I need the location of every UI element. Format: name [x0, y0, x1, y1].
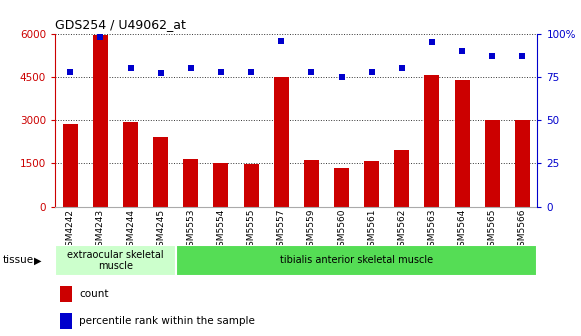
Point	[156, 71, 166, 76]
Text: GSM5564: GSM5564	[458, 209, 467, 252]
Bar	[274, 77, 289, 207]
Bar	[243, 164, 259, 207]
Text: percentile rank within the sample: percentile rank within the sample	[79, 316, 255, 326]
Bar	[55, 245, 176, 276]
Text: GSM5557: GSM5557	[277, 209, 286, 252]
Point	[518, 53, 527, 59]
Point	[367, 69, 376, 74]
Text: GSM4243: GSM4243	[96, 209, 105, 252]
Point	[427, 40, 436, 45]
Text: GSM5555: GSM5555	[246, 209, 256, 252]
Text: GSM5563: GSM5563	[428, 209, 436, 252]
Text: tibialis anterior skeletal muscle: tibialis anterior skeletal muscle	[280, 255, 433, 265]
Text: ▶: ▶	[34, 255, 41, 265]
Point	[457, 48, 467, 54]
Point	[246, 69, 256, 74]
Bar	[424, 75, 439, 207]
Point	[66, 69, 75, 74]
Bar	[183, 159, 198, 207]
Bar	[485, 120, 500, 207]
Text: GSM4245: GSM4245	[156, 209, 165, 252]
Point	[487, 53, 497, 59]
Point	[307, 69, 316, 74]
Bar	[176, 245, 537, 276]
Point	[186, 66, 195, 71]
Bar	[213, 163, 228, 207]
Bar	[123, 122, 138, 207]
Text: GSM5562: GSM5562	[397, 209, 406, 252]
Text: GSM5554: GSM5554	[217, 209, 225, 252]
Text: count: count	[79, 289, 109, 299]
Text: GSM5559: GSM5559	[307, 209, 316, 252]
Text: GDS254 / U49062_at: GDS254 / U49062_at	[55, 18, 186, 31]
Point	[277, 38, 286, 43]
Text: GSM4244: GSM4244	[126, 209, 135, 252]
Text: GSM5561: GSM5561	[367, 209, 376, 252]
Text: GSM5565: GSM5565	[487, 209, 497, 252]
Text: GSM5553: GSM5553	[187, 209, 195, 252]
Bar	[304, 160, 319, 207]
Bar	[60, 286, 72, 302]
Bar	[454, 80, 469, 207]
Bar	[93, 35, 108, 207]
Bar	[364, 161, 379, 207]
Text: GSM5560: GSM5560	[337, 209, 346, 252]
Text: GSM4242: GSM4242	[66, 209, 75, 252]
Text: GSM5566: GSM5566	[518, 209, 527, 252]
Bar	[334, 168, 349, 207]
Point	[126, 66, 135, 71]
Bar	[60, 312, 72, 329]
Point	[96, 34, 105, 40]
Point	[397, 66, 407, 71]
Bar	[515, 120, 530, 207]
Point	[216, 69, 225, 74]
Bar	[394, 150, 410, 207]
Text: tissue: tissue	[3, 255, 34, 265]
Bar	[63, 124, 78, 207]
Bar	[153, 137, 168, 207]
Point	[337, 74, 346, 80]
Text: extraocular skeletal
muscle: extraocular skeletal muscle	[67, 250, 164, 271]
